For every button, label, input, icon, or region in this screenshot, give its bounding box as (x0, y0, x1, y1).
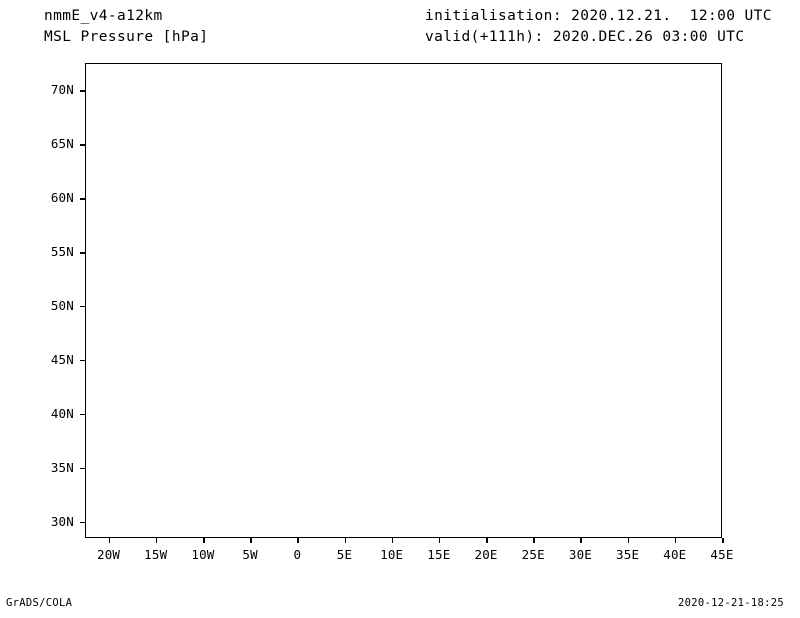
y-tick-mark (80, 521, 85, 524)
grads-credit: GrADS/COLA (6, 597, 73, 609)
field-name-label: MSL Pressure [hPa] (44, 29, 209, 45)
model-name-label: nmmE_v4-a12km (44, 8, 163, 24)
x-axis-tick-45E: 45E (710, 547, 734, 562)
header-left-block: nmmE_v4-a12km MSL Pressure [hPa] (44, 6, 208, 48)
y-tick-mark (80, 89, 85, 92)
y-tick-mark (80, 251, 85, 254)
y-axis-tick-30N: 30N (50, 513, 74, 529)
x-axis-tick-5E: 5E (336, 547, 353, 562)
x-axis-tick-25E: 25E (521, 547, 545, 562)
x-tick-mark (627, 538, 630, 543)
y-axis-tick-35N: 35N (50, 459, 74, 475)
y-axis-tick-70N: 70N (50, 81, 74, 97)
chart-header: nmmE_v4-a12km MSL Pressure [hPa] initial… (0, 0, 800, 56)
y-tick-mark (80, 359, 85, 362)
y-axis-tick-40N: 40N (50, 405, 74, 421)
x-axis-tick-10W: 10W (191, 547, 215, 562)
initialisation-label: initialisation: 2020.12.21. 12:00 UTC (425, 8, 772, 24)
x-axis-tick-40E: 40E (663, 547, 687, 562)
y-axis-tick-55N: 55N (50, 243, 74, 259)
x-axis-tick-35E: 35E (616, 547, 640, 562)
x-axis-tick-20W: 20W (96, 547, 121, 562)
x-axis-tick-0: 0 (293, 547, 302, 562)
x-tick-mark (108, 538, 111, 543)
y-axis-tick-65N: 65N (50, 135, 74, 151)
x-tick-mark (155, 538, 158, 543)
x-tick-mark (391, 538, 394, 543)
valid-time-label: valid(+111h): 2020.DEC.26 03:00 UTC (425, 29, 745, 45)
x-tick-mark (250, 538, 252, 543)
y-tick-mark (80, 143, 85, 146)
y-tick-mark (80, 467, 85, 470)
x-tick-mark (722, 538, 724, 543)
y-axis-tick-45N: 45N (50, 351, 74, 367)
header-right-block: initialisation: 2020.12.21. 12:00 UTC va… (425, 6, 772, 48)
x-axis-tick-15E: 15E (427, 547, 451, 562)
x-axis-tick-5W: 5W (242, 547, 258, 562)
y-tick-mark (80, 305, 85, 308)
x-tick-mark (486, 538, 488, 543)
x-tick-mark (202, 538, 205, 543)
y-tick-mark (80, 413, 85, 416)
x-tick-mark (344, 538, 347, 543)
y-axis-tick-50N: 50N (50, 297, 74, 313)
x-axis-tick-10E: 10E (380, 547, 404, 562)
x-tick-mark (297, 538, 299, 543)
y-axis-tick-60N: 60N (50, 189, 74, 205)
x-tick-mark (533, 538, 535, 543)
x-axis-tick-20E: 20E (474, 547, 498, 562)
x-axis-tick-30E: 30E (568, 547, 593, 562)
x-axis-tick-15W: 15W (144, 547, 168, 562)
x-tick-mark (580, 538, 583, 543)
y-tick-mark (80, 197, 85, 200)
x-tick-mark (674, 538, 677, 543)
render-timestamp: 2020-12-21-18:25 (678, 597, 784, 609)
x-tick-mark (438, 538, 441, 543)
plot-border (85, 63, 722, 538)
pressure-contour-map[interactable]: 9819819829829909901001100110131013101210… (85, 63, 722, 538)
